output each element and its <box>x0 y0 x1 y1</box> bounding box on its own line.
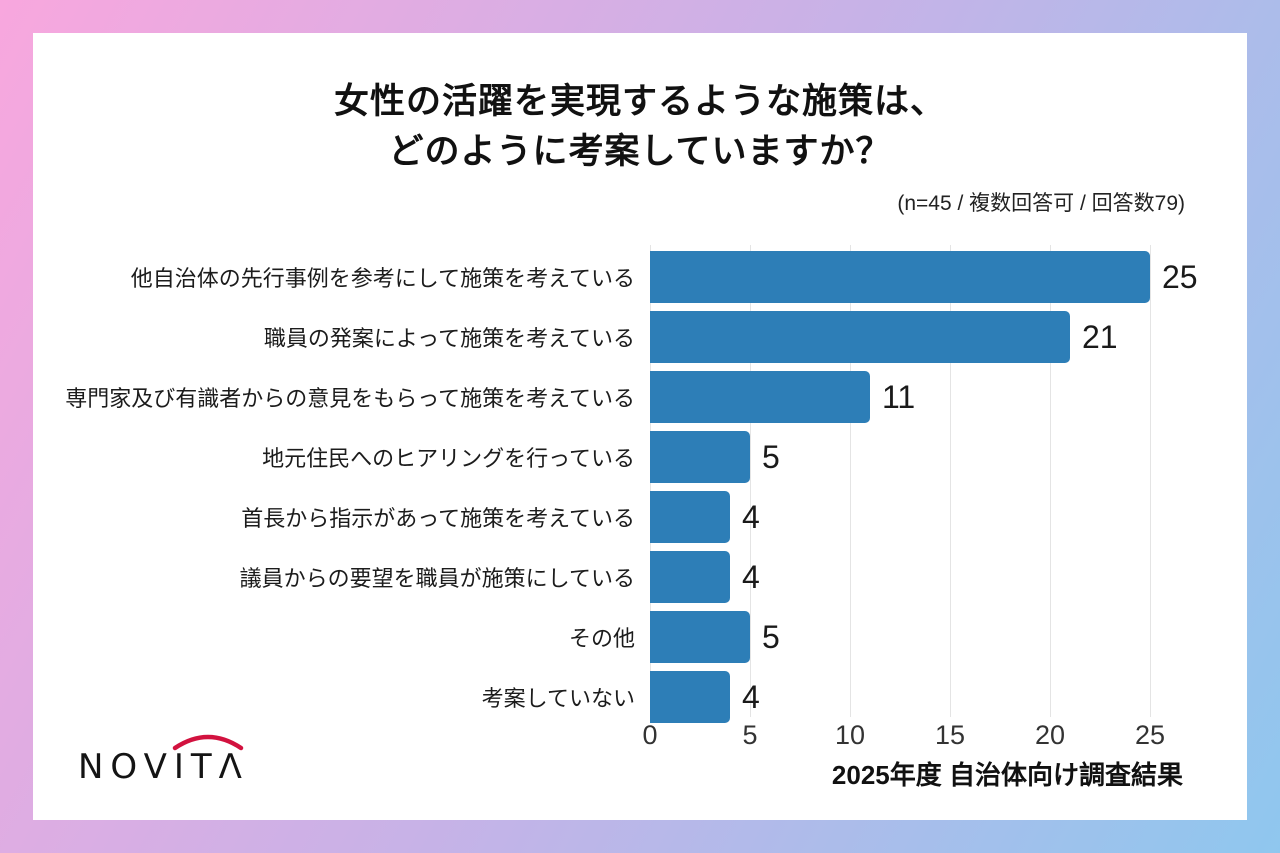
category-label: 地元住民へのヒアリングを行っている <box>262 446 635 471</box>
chart-row: 地元住民へのヒアリングを行っている 5 <box>33 427 1247 487</box>
plot-area: 4 <box>650 551 1247 603</box>
chart-row: 職員の発案によって施策を考えている 21 <box>33 307 1247 367</box>
x-tick-label: 5 <box>742 720 758 750</box>
category-label: その他 <box>568 626 635 651</box>
bar-chart: 他自治体の先行事例を参考にして施策を考えている 25 職員の発案によって施策を考えて… <box>33 245 1247 767</box>
value-label: 5 <box>762 619 780 655</box>
bar <box>650 611 750 663</box>
bar <box>650 551 730 603</box>
plot-area: 5 <box>650 611 1247 663</box>
title-line-2: どのように考案していますか？ <box>388 132 892 171</box>
plot-area: 4 <box>650 671 1247 723</box>
bar <box>650 371 870 423</box>
x-tick-label: 20 <box>1034 720 1066 750</box>
plot-area: 21 <box>650 311 1247 363</box>
chart-row: 議員からの要望を職員が施策にしている 4 <box>33 547 1247 607</box>
category-label: 職員の発案によって施策を考えている <box>263 326 635 351</box>
gridline <box>1150 245 1151 717</box>
bar <box>650 431 750 483</box>
value-label: 21 <box>1082 319 1118 355</box>
chart-row: 専門家及び有識者からの意見をもらって施策を考えている 11 <box>33 367 1247 427</box>
category-label: 専門家及び有識者からの意見をもらって施策を考えている <box>65 386 635 411</box>
category-label: 他自治体の先行事例を参考にして施策を考えている <box>130 266 635 291</box>
gridline <box>850 245 851 717</box>
bar <box>650 491 730 543</box>
gridline <box>750 245 751 717</box>
plot-area: 4 <box>650 491 1247 543</box>
x-tick-label: 25 <box>1134 720 1166 750</box>
chart-row: 首長から指示があって施策を考えている 4 <box>33 487 1247 547</box>
chart-row: 考案していない 4 <box>33 667 1247 727</box>
infographic-card: 女性の活躍を実現するような施策は、 どのように考案していますか？ (n=45 /… <box>33 33 1247 820</box>
value-label: 25 <box>1162 259 1198 295</box>
x-axis: 0 5 10 15 20 25 <box>642 720 1165 756</box>
title-line-1: 女性の活躍を実現するような施策は、 <box>333 82 946 121</box>
plot-area: 5 <box>650 431 1247 483</box>
chart-title: 女性の活躍を実現するような施策は、 どのように考案していますか？ <box>33 77 1247 177</box>
chart-rows: 他自治体の先行事例を参考にして施策を考えている 25 職員の発案によって施策を考えて… <box>33 247 1247 727</box>
chart-row: その他 5 <box>33 607 1247 667</box>
value-label: 4 <box>742 679 760 715</box>
value-label: 11 <box>882 379 916 415</box>
plot-area: 25 <box>650 251 1247 303</box>
value-label: 5 <box>762 439 780 475</box>
gridline <box>950 245 951 717</box>
value-label: 4 <box>742 499 760 535</box>
x-tick-label: 0 <box>642 720 658 750</box>
chart-row: 他自治体の先行事例を参考にして施策を考えている 25 <box>33 247 1247 307</box>
sample-size-note: (n=45 / 複数回答可 / 回答数79) <box>897 192 1185 215</box>
category-label: 考案していない <box>481 686 635 711</box>
survey-note: 2025年度 自治体向け調査結果 <box>831 760 1183 790</box>
logo-text: NOVITΛ <box>78 747 249 787</box>
value-label: 4 <box>742 559 760 595</box>
category-label: 首長から指示があって施策を考えている <box>241 506 635 531</box>
novita-logo: NOVITΛ <box>78 731 298 811</box>
bar <box>650 251 1150 303</box>
bar <box>650 671 730 723</box>
bar <box>650 311 1070 363</box>
plot-area: 11 <box>650 371 1247 423</box>
category-label: 議員からの要望を職員が施策にしている <box>239 566 635 591</box>
x-tick-label: 10 <box>834 720 866 750</box>
x-tick-label: 15 <box>934 720 966 750</box>
logo-arc-icon <box>172 734 244 751</box>
gridline <box>1050 245 1051 717</box>
